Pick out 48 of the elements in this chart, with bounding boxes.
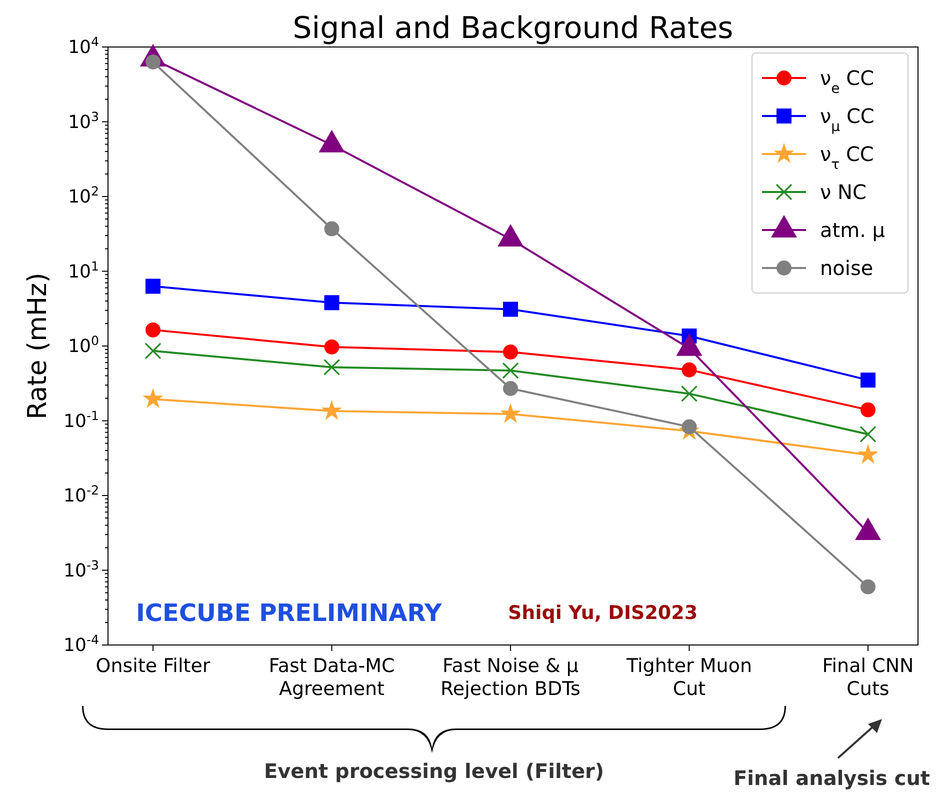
point <box>323 358 340 376</box>
point <box>860 402 876 418</box>
point <box>146 278 160 294</box>
y-tick-label: 10$^{4}$ <box>68 34 99 58</box>
point <box>680 385 698 402</box>
point <box>321 400 342 420</box>
point <box>146 322 160 338</box>
point <box>858 444 878 464</box>
legend-label: ν$_{μ}$ CC <box>820 104 874 135</box>
legend-label: ν NC <box>820 180 866 204</box>
legend-label: atm. μ <box>820 218 886 242</box>
annotation: ICECUBE PRELIMINARY <box>136 599 442 627</box>
x-tick-label: Fast Noise & μ Rejection BDTs <box>440 655 580 700</box>
point <box>503 344 518 360</box>
y-tick-label: 10$^{-1}$ <box>64 407 99 432</box>
point <box>324 339 340 354</box>
point <box>324 295 340 310</box>
text: Final analysis cut <box>734 766 930 790</box>
point <box>503 381 518 396</box>
point <box>324 221 340 236</box>
point <box>682 362 697 378</box>
x-tick-label: Onsite Filter <box>96 655 210 677</box>
point <box>682 419 697 434</box>
y-tick-label: 10$^{2}$ <box>68 183 99 208</box>
chart-title: Signal and Background Rates <box>292 11 734 46</box>
point <box>144 342 162 360</box>
y-tick-label: 10$^{3}$ <box>68 108 99 133</box>
y-tick-label: 10$^{0}$ <box>68 332 99 357</box>
x-tick-label: Fast Data-MC Agreement <box>268 655 395 700</box>
point <box>860 426 876 443</box>
point <box>502 362 519 379</box>
x-tick-label: Final CNN Cuts <box>822 655 914 700</box>
x-tick-label: Tighter Muon Cut <box>626 655 752 700</box>
y-tick-label: 10$^{-2}$ <box>64 482 99 506</box>
point <box>142 388 164 408</box>
point <box>503 302 518 317</box>
point <box>500 403 521 423</box>
y-tick-label: 10$^{-3}$ <box>64 556 99 582</box>
legend-label: ν$_{τ}$ CC <box>820 142 874 173</box>
y-tick-label: 10$^{-4}$ <box>64 632 99 656</box>
annotation: Shiqi Yu, DIS2023 <box>508 602 698 624</box>
point <box>860 372 876 388</box>
legend-label: ν$_{e}$ CC <box>820 66 874 97</box>
text: Event processing level (Filter) <box>264 759 604 783</box>
point <box>860 579 876 594</box>
legend-label: noise <box>820 256 874 280</box>
y-axis-title: Rate (mHz) <box>23 272 53 420</box>
y-tick-label: 10$^{1}$ <box>68 258 99 282</box>
